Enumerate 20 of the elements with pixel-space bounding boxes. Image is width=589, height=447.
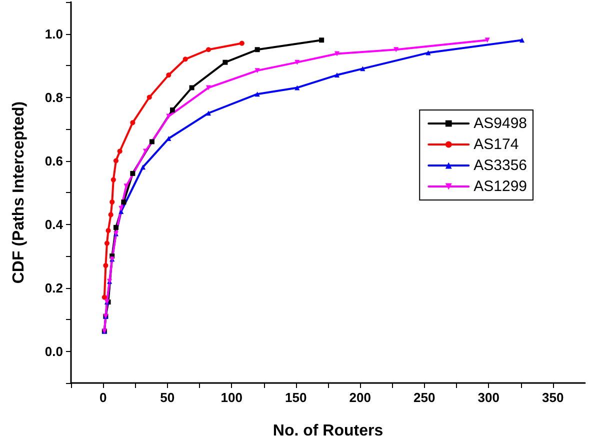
legend-label: AS3356 bbox=[474, 157, 528, 174]
y-tick-label: 0.4 bbox=[44, 216, 64, 232]
y-axis-title: CDF (Paths Intercepted) bbox=[10, 101, 28, 284]
y-tick-label: 0.8 bbox=[44, 90, 63, 105]
y-tick-label: 0.6 bbox=[44, 153, 63, 168]
y-tick-label: 0.0 bbox=[44, 344, 63, 359]
legend-label: AS1299 bbox=[474, 178, 528, 195]
x-tick-label: 350 bbox=[542, 390, 564, 405]
legend-label: AS174 bbox=[474, 136, 519, 153]
x-axis-title: No. of Routers bbox=[272, 422, 384, 440]
x-tick-label: 50 bbox=[160, 390, 175, 405]
y-tick-label: 0.2 bbox=[44, 280, 63, 296]
x-tick-label: 0 bbox=[100, 390, 107, 405]
y-tick-label: 1.0 bbox=[44, 26, 63, 42]
x-tick-label: 200 bbox=[349, 390, 371, 405]
legend-label: AS9498 bbox=[474, 115, 528, 132]
x-tick-label: 150 bbox=[285, 390, 307, 405]
x-tick-label: 250 bbox=[414, 390, 436, 405]
x-tick-label: 300 bbox=[478, 390, 500, 405]
x-tick-label: 100 bbox=[220, 390, 242, 405]
